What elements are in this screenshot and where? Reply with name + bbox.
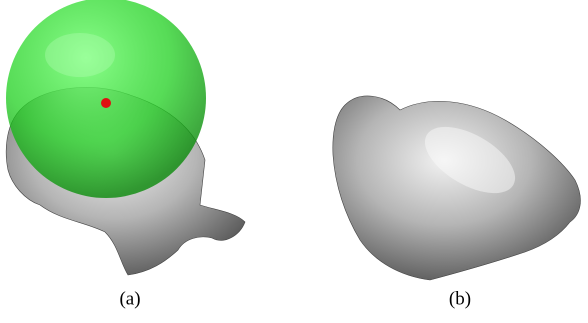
panel-a: (a) (6, 0, 245, 309)
sphere-highlight (45, 33, 115, 77)
caption: (a) (119, 288, 140, 309)
caption: (b) (449, 288, 471, 309)
page: {"figure": {"panels": [{"caption": "(a)"… (0, 0, 588, 323)
center-point (101, 98, 111, 108)
figure: (a) (b) (0, 0, 588, 323)
panel-b: (b) (333, 96, 581, 309)
face-mesh (333, 96, 581, 280)
